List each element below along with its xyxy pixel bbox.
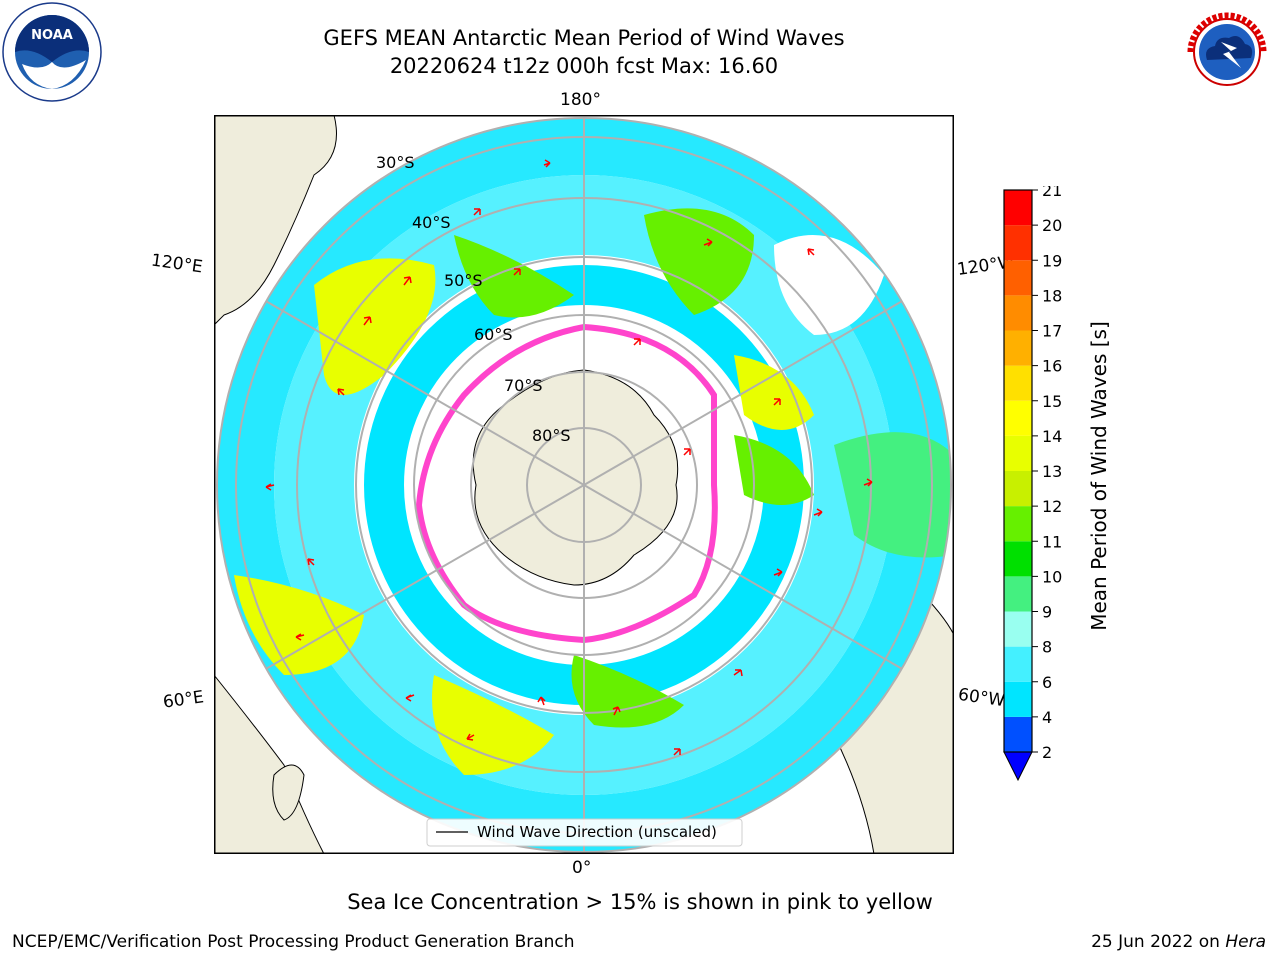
lat-label-30s: 30°S xyxy=(376,153,415,172)
colorbar-tick-label: 11 xyxy=(1042,532,1062,551)
colorbar: 2 4 6 8 9 10 11 12 13 14 15 16 17 18 19 20 21 Mean Perio… xyxy=(1003,186,1111,782)
land-madagascar xyxy=(272,764,305,821)
noaa-logo-icon: NOAA xyxy=(2,2,102,102)
colorbar-tick-label: 6 xyxy=(1042,673,1052,692)
footer-machine: Hera xyxy=(1225,932,1266,952)
colorbar-cell xyxy=(1004,330,1032,366)
colorbar-label: Mean Period of Wind Waves [s] xyxy=(1087,321,1111,631)
colorbar-cell xyxy=(1004,400,1032,436)
colorbar-cell xyxy=(1004,225,1032,261)
colorbar-cell xyxy=(1004,260,1032,296)
polar-map: 30°S 40°S 50°S 60°S 70°S 80°S Wind Wave … xyxy=(214,115,954,854)
colorbar-tick-label: 21 xyxy=(1042,186,1062,200)
colorbar-cell xyxy=(1004,681,1032,717)
map-legend: Wind Wave Direction (unscaled) xyxy=(426,818,743,847)
colorbar-cell xyxy=(1004,541,1032,577)
lon-label-120e: 120°E xyxy=(149,250,204,278)
legend-label: Wind Wave Direction (unscaled) xyxy=(477,823,717,841)
lon-label-0: 0° xyxy=(572,858,592,878)
lat-label-80s: 80°S xyxy=(532,426,571,445)
colorbar-cells xyxy=(1004,190,1032,752)
lat-label-40s: 40°S xyxy=(412,213,451,232)
colorbar-tick-label: 14 xyxy=(1042,427,1062,446)
lat-label-50s: 50°S xyxy=(444,271,483,290)
colorbar-cell xyxy=(1004,190,1032,226)
colorbar-tick-label: 13 xyxy=(1042,462,1062,481)
colorbar-cell xyxy=(1004,506,1032,542)
lon-label-180: 180° xyxy=(560,90,601,110)
colorbar-tick-label: 20 xyxy=(1042,216,1062,235)
colorbar-tick-label: 2 xyxy=(1042,743,1052,762)
colorbar-extend-triangle xyxy=(1003,751,1033,782)
lon-label-60w: 60°W xyxy=(956,684,1007,712)
noaa-logo-text: NOAA xyxy=(31,28,73,43)
sea-ice-note: Sea Ice Concentration > 15% is shown in … xyxy=(347,890,933,914)
land-africa xyxy=(214,674,325,854)
colorbar-tick-label: 15 xyxy=(1042,392,1062,411)
colorbar-cell xyxy=(1004,576,1032,612)
colorbar-tick-label: 9 xyxy=(1042,603,1052,622)
colorbar-tick-label: 17 xyxy=(1042,322,1062,341)
colorbar-cell xyxy=(1004,611,1032,647)
wind-wave-arrows xyxy=(265,159,873,756)
colorbar-tick-label: 4 xyxy=(1042,708,1052,727)
colorbar-tick-label: 18 xyxy=(1042,286,1062,305)
footer-date: 25 Jun 2022 on Hera xyxy=(1091,932,1266,952)
nws-logo-icon xyxy=(1179,4,1275,100)
colorbar-tick-label: 8 xyxy=(1042,638,1052,657)
colorbar-cell xyxy=(1004,435,1032,471)
land-antarctica xyxy=(472,369,679,586)
colorbar-cell xyxy=(1004,295,1032,331)
graticule xyxy=(235,118,933,852)
colorbar-tick-label: 19 xyxy=(1042,251,1062,270)
colorbar-cell xyxy=(1004,646,1032,682)
colorbar-cell xyxy=(1004,365,1032,401)
chart-subtitle-forecast: 20220624 t12z 000h fcst Max: 16.60 xyxy=(389,54,779,78)
land-australia xyxy=(214,115,337,326)
colorbar-cell xyxy=(1004,471,1032,507)
footer-credit: NCEP/EMC/Verification Post Processing Pr… xyxy=(12,932,575,952)
colorbar-cell xyxy=(1004,716,1032,752)
lat-label-60s: 60°S xyxy=(474,325,513,344)
lon-label-60e: 60°E xyxy=(161,687,206,713)
colorbar-tick-label: 10 xyxy=(1042,567,1062,586)
footer-date-text: 25 Jun 2022 on xyxy=(1091,932,1226,952)
colorbar-tick-label: 12 xyxy=(1042,497,1062,516)
lat-label-70s: 70°S xyxy=(504,376,543,395)
chart-title: GEFS MEAN Antarctic Mean Period of Wind … xyxy=(323,26,845,50)
colorbar-tick-label: 16 xyxy=(1042,357,1062,376)
